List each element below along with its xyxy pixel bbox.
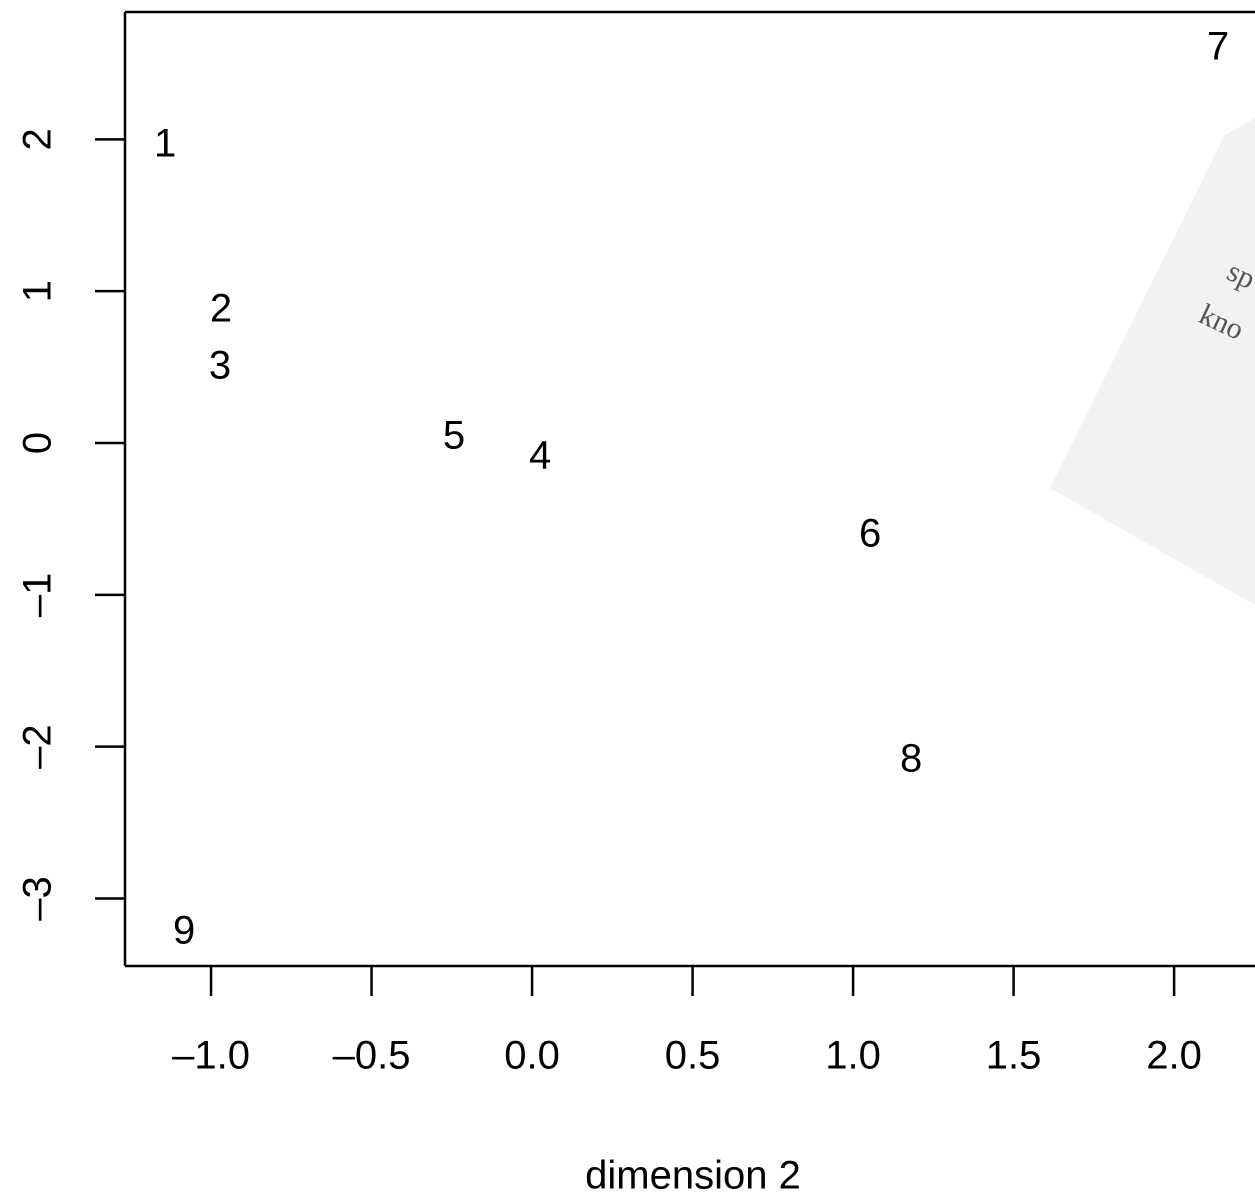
y-tick-label: 0 bbox=[16, 432, 60, 454]
y-tick-label: –3 bbox=[16, 876, 60, 921]
x-tick-label: 0.5 bbox=[665, 1034, 721, 1078]
x-tick-label: 1.0 bbox=[825, 1034, 881, 1078]
y-tick-label: –2 bbox=[16, 724, 60, 769]
y-tick-label: 2 bbox=[16, 128, 60, 150]
x-tick-label: –1.0 bbox=[172, 1034, 250, 1078]
x-tick-label: –0.5 bbox=[333, 1034, 411, 1078]
y-tick-label: –1 bbox=[16, 573, 60, 618]
point-label: 1 bbox=[154, 121, 176, 165]
point-label: 2 bbox=[210, 286, 232, 330]
x-tick-label: 2.0 bbox=[1146, 1034, 1202, 1078]
y-tick-label: 1 bbox=[16, 280, 60, 302]
point-label: 9 bbox=[173, 909, 195, 953]
point-label: 7 bbox=[1207, 24, 1229, 68]
x-tick-label: 1.5 bbox=[986, 1034, 1042, 1078]
point-label: 5 bbox=[443, 414, 465, 458]
point-label: 3 bbox=[209, 344, 231, 388]
point-label: 4 bbox=[529, 434, 551, 478]
point-label: 8 bbox=[900, 737, 922, 781]
point-label: 6 bbox=[859, 512, 881, 556]
overlay-paper bbox=[1050, 118, 1255, 605]
x-axis-label: dimension 2 bbox=[585, 1154, 801, 1198]
x-tick-label: 0.0 bbox=[504, 1034, 560, 1078]
